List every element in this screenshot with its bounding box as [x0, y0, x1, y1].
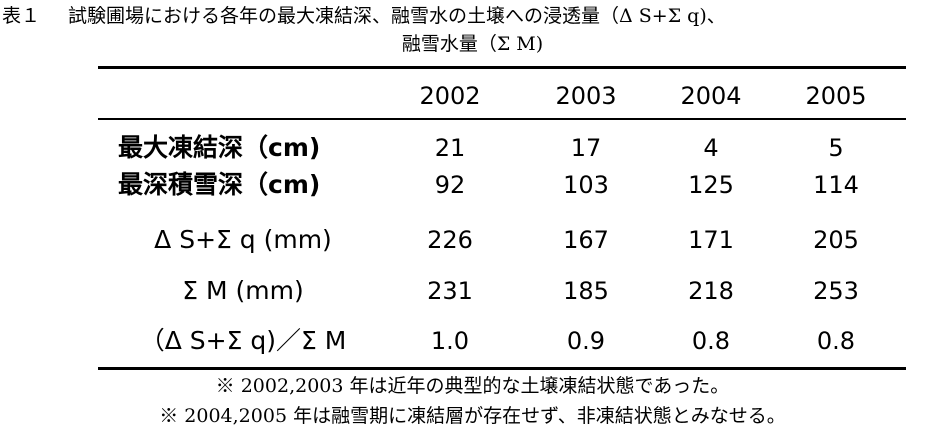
- table-cell: 167: [563, 226, 609, 254]
- footnote: ※ 2002,2003 年は近年の典型的な土壌凍結状態であった。: [215, 375, 730, 397]
- row-label-ratio: （Δ S+Σ q)／Σ M: [139, 326, 347, 355]
- table-cell: 17: [570, 134, 602, 162]
- table-cell: 125: [688, 171, 734, 199]
- table-cell: 185: [563, 277, 609, 305]
- table-cell: 231: [427, 277, 473, 305]
- table-cell: 226: [427, 226, 473, 254]
- table-cell: 171: [688, 226, 734, 254]
- column-header-year: 2003: [555, 82, 617, 110]
- table-top-rule: [98, 66, 906, 69]
- table-cell: 21: [434, 134, 466, 162]
- table-header-rule: [98, 118, 906, 120]
- table-cell: 103: [563, 171, 609, 199]
- column-header-year: 2004: [680, 82, 742, 110]
- table-cell: 114: [813, 171, 859, 199]
- caption-line-2: 融雪水量（Σ M): [401, 33, 544, 55]
- caption-title-text: 試験圃場における各年の最大凍結深、融雪水の土壌への浸透量（Δ S+Σ q)、: [68, 5, 726, 27]
- column-header-year: 2005: [805, 82, 867, 110]
- table-cell: 205: [813, 226, 859, 254]
- column-header-year: 2002: [419, 82, 481, 110]
- table-cell: 92: [434, 171, 466, 199]
- table-cell: 0.9: [566, 327, 606, 355]
- table-cell: 218: [688, 277, 734, 305]
- table-bottom-rule: [98, 367, 906, 370]
- table-cell: 253: [813, 277, 859, 305]
- row-label-infiltration: Δ S+Σ q (mm): [154, 225, 332, 254]
- caption-line-1: 表１ 試験圃場における各年の最大凍結深、融雪水の土壌への浸透量（Δ S+Σ q)、: [2, 3, 726, 29]
- table-cell: 1.0: [430, 327, 470, 355]
- table-cell: 5: [828, 134, 844, 162]
- row-label-max-snow-depth: 最深積雪深（cm): [118, 170, 321, 199]
- caption-table-number: 表１: [2, 5, 41, 27]
- table-cell: 4: [703, 134, 719, 162]
- table-cell: 0.8: [816, 327, 856, 355]
- row-label-max-frost-depth: 最大凍結深（cm): [118, 133, 321, 162]
- footnote: ※ 2004,2005 年は融雪期に凍結層が存在せず、非凍結状態とみなせる。: [159, 405, 786, 427]
- table-cell: 0.8: [691, 327, 731, 355]
- row-label-snowmelt: Σ M (mm): [182, 276, 304, 305]
